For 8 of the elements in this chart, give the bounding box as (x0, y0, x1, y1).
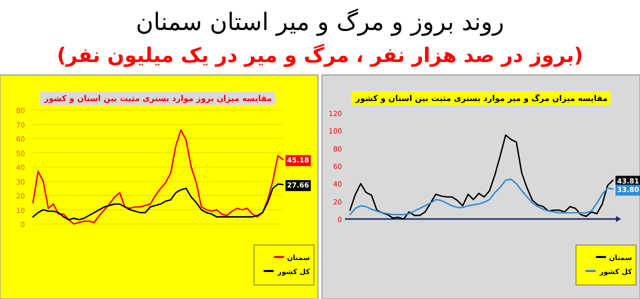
line-series (349, 178, 614, 216)
text: روند بروز و مرگ و میر استان سمنان (136, 8, 504, 36)
line-series (32, 129, 284, 225)
text: (بروز در صد هزار نفر ، مرگ و میر در یک میلیون نفر) (56, 43, 584, 67)
chart-title: مقایسه میزان بروز موارد بستری مثبت بین استان و کشور (43, 94, 272, 103)
line-series (32, 183, 284, 220)
chart-title: مقایسه میزان مرگ و میر موارد بستری مثبت بین استان و کشور (354, 93, 608, 103)
line-series (349, 134, 614, 220)
